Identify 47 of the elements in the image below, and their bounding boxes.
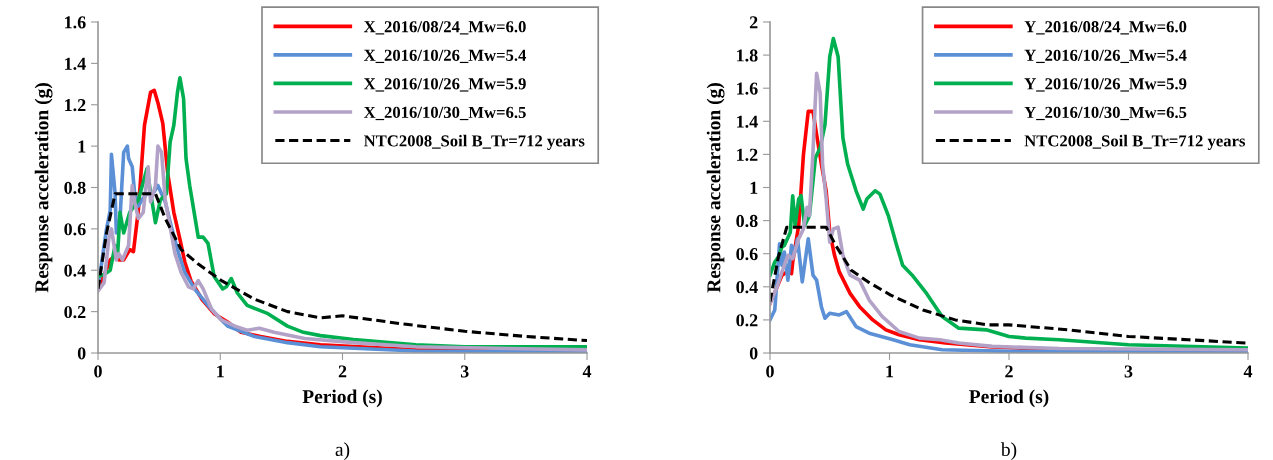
y-tick-label: 0.2 xyxy=(736,314,758,327)
line-series xyxy=(98,192,587,343)
y-tick-label: 1.8 xyxy=(737,49,758,62)
x-tick-label: 0 xyxy=(94,365,102,378)
x-tick-label: 4 xyxy=(582,365,592,378)
y-axis-title: Response acceleration (g) xyxy=(34,83,53,293)
legend-label: Y_2016/08/24_Mw=6.0 xyxy=(1024,21,1187,35)
legend-label: X_2016/10/26_Mw=5.4 xyxy=(363,49,527,64)
y-tick-label: 1.6 xyxy=(65,16,86,29)
y-axis-title: Response acceleration (g) xyxy=(706,83,725,293)
text: a) xyxy=(335,442,350,460)
legend-label: NTC2008_Soil B_Tr=712 years xyxy=(1024,134,1246,150)
y-tick-label: 0.2 xyxy=(64,305,86,319)
legend-label: NTC2008_Soil B_Tr=712 years xyxy=(363,134,585,150)
x-tick-label: 4 xyxy=(1243,365,1253,378)
x-tick-label: 3 xyxy=(460,365,469,378)
legend-label: Y_2016/10/30_Mw=6.5 xyxy=(1024,106,1187,121)
y-tick-label: 1.6 xyxy=(737,82,758,95)
x-tick-label: 2 xyxy=(338,365,347,378)
x-tick-label: 1 xyxy=(886,365,894,378)
x-axis-title: Period (s) xyxy=(969,389,1049,408)
legend-label: Y_2016/10/26_Mw=5.4 xyxy=(1024,49,1187,64)
y-tick-label: 0.6 xyxy=(64,223,86,236)
x-tick-label: 0 xyxy=(766,365,774,378)
legend-label: X_2016/10/26_Mw=5.9 xyxy=(363,78,526,92)
legend-label: Y_2016/10/26_Mw=5.9 xyxy=(1024,78,1187,92)
legend-label: X_2016/08/24_Mw=6.0 xyxy=(363,21,526,35)
y-tick-label: 0.6 xyxy=(736,247,758,261)
text: b) xyxy=(1000,442,1017,460)
x-tick-label: 3 xyxy=(1124,365,1133,378)
y-tick-label: 0.4 xyxy=(64,264,86,277)
y-tick-label: 1 xyxy=(78,140,86,153)
y-tick-label: 1.2 xyxy=(65,99,86,112)
y-tick-label: 0.8 xyxy=(64,181,86,195)
x-tick-label: 2 xyxy=(1005,365,1013,378)
y-tick-label: 1.4 xyxy=(737,115,758,128)
y-tick-label: 0.8 xyxy=(736,214,758,228)
y-tick-label: 0.4 xyxy=(736,281,758,294)
y-tick-label: 0 xyxy=(749,347,758,360)
y-tick-label: 2 xyxy=(749,16,758,29)
y-tick-label: 1.4 xyxy=(65,57,86,70)
y-tick-label: 0 xyxy=(77,347,86,360)
x-tick-label: 1 xyxy=(217,365,224,378)
y-tick-label: 1.2 xyxy=(737,148,758,161)
x-axis-title: Period (s) xyxy=(302,389,382,408)
y-tick-label: 1 xyxy=(750,181,758,194)
legend-label: X_2016/10/30_Mw=6.5 xyxy=(363,106,526,121)
